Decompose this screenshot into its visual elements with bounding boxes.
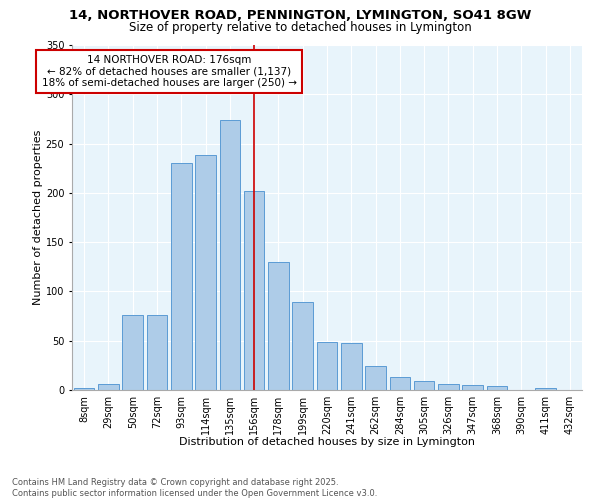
Bar	[414, 381, 434, 390]
Bar	[220, 120, 240, 390]
Bar	[365, 366, 386, 390]
Bar	[317, 342, 337, 390]
Bar	[122, 315, 143, 390]
Bar	[292, 302, 313, 390]
Bar	[74, 388, 94, 390]
Text: Size of property relative to detached houses in Lymington: Size of property relative to detached ho…	[128, 21, 472, 34]
Bar	[487, 386, 508, 390]
Bar	[171, 164, 191, 390]
Text: Contains HM Land Registry data © Crown copyright and database right 2025.
Contai: Contains HM Land Registry data © Crown c…	[12, 478, 377, 498]
Bar	[195, 156, 216, 390]
Bar	[438, 384, 459, 390]
Bar	[463, 385, 483, 390]
Bar	[535, 388, 556, 390]
Text: 14, NORTHOVER ROAD, PENNINGTON, LYMINGTON, SO41 8GW: 14, NORTHOVER ROAD, PENNINGTON, LYMINGTO…	[69, 9, 531, 22]
Bar	[98, 384, 119, 390]
Text: 14 NORTHOVER ROAD: 176sqm
← 82% of detached houses are smaller (1,137)
18% of se: 14 NORTHOVER ROAD: 176sqm ← 82% of detac…	[41, 55, 296, 88]
Bar	[341, 342, 362, 390]
Bar	[268, 262, 289, 390]
Bar	[146, 315, 167, 390]
Bar	[389, 377, 410, 390]
X-axis label: Distribution of detached houses by size in Lymington: Distribution of detached houses by size …	[179, 437, 475, 447]
Y-axis label: Number of detached properties: Number of detached properties	[33, 130, 43, 305]
Bar	[244, 191, 265, 390]
